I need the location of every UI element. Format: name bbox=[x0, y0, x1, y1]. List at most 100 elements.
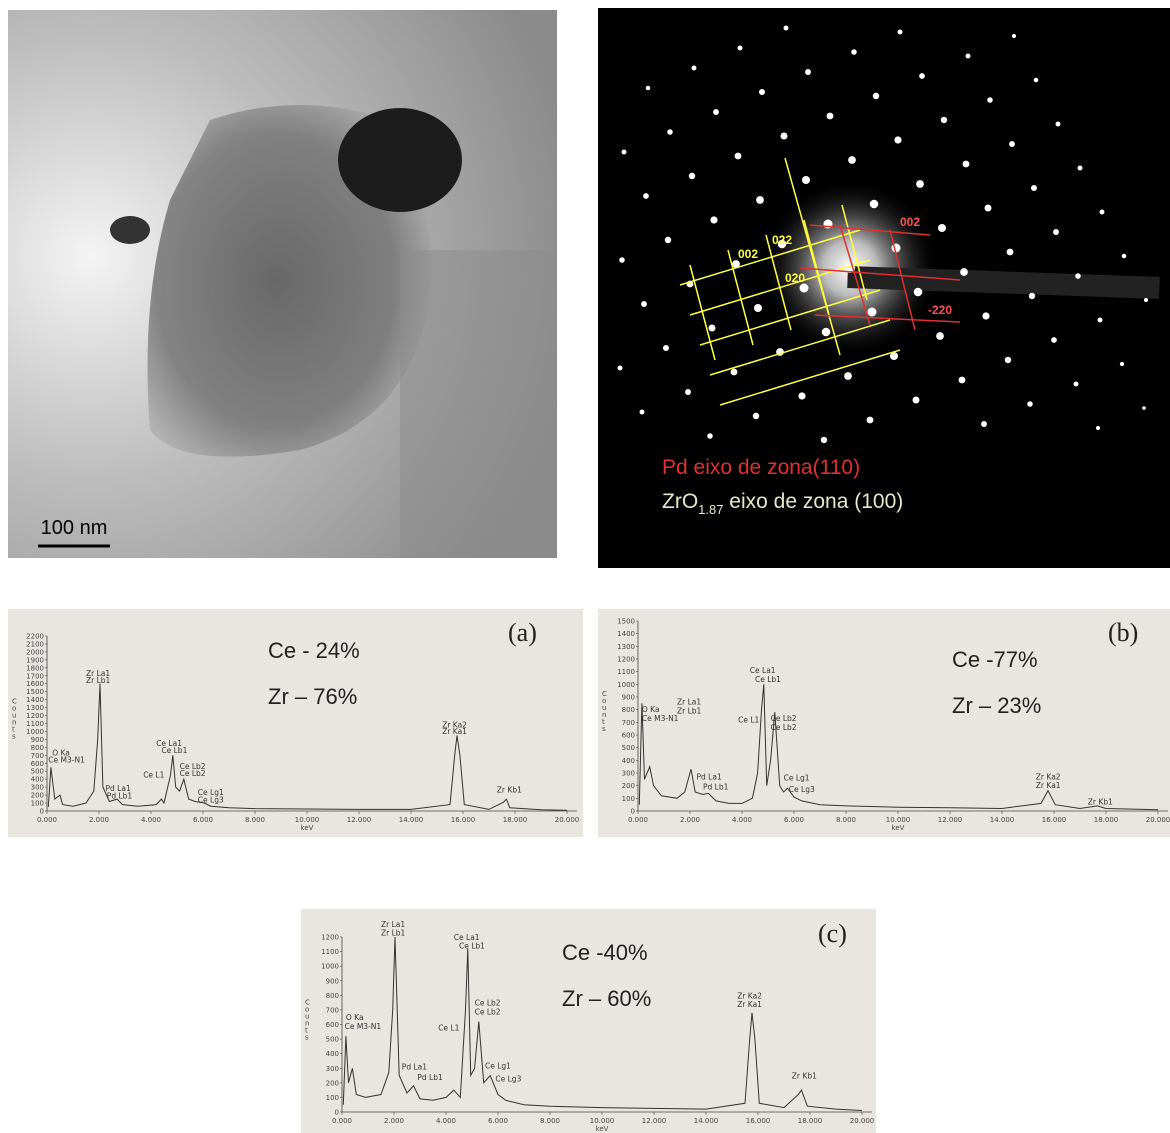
diffraction-spot bbox=[1053, 229, 1059, 235]
x-tick-label: 10.000 bbox=[590, 1117, 615, 1125]
y-tick-label: 300 bbox=[326, 1065, 339, 1073]
x-tick-label: 8.000 bbox=[836, 816, 856, 824]
x-tick-label: 18.000 bbox=[798, 1117, 823, 1125]
peak-label: Zr Ka1 bbox=[737, 1000, 762, 1009]
lattice-line bbox=[784, 157, 841, 356]
x-tick-label: 12.000 bbox=[938, 816, 963, 824]
diffraction-spot bbox=[737, 45, 743, 51]
y-tick-label: 0 bbox=[40, 808, 44, 816]
lattice-line bbox=[699, 289, 881, 346]
y-tick-label: 800 bbox=[326, 992, 339, 1000]
x-axis-label: keV bbox=[892, 824, 905, 832]
peak-label: Zr Ka2 bbox=[737, 991, 762, 1000]
spectrum-chart: 0100200300400500600700800900100011001200… bbox=[8, 609, 583, 837]
y-tick-label: 400 bbox=[622, 757, 635, 765]
chart-background bbox=[8, 609, 583, 837]
peak-label: Zr Ka2 bbox=[442, 720, 467, 729]
peak-label: Ce Lg3 bbox=[789, 785, 815, 794]
y-tick-label: 1700 bbox=[26, 672, 44, 680]
y-tick-label: 1800 bbox=[26, 664, 44, 672]
legend-pd: Pd eixo de zona(110) bbox=[662, 456, 860, 479]
x-tick-label: 8.000 bbox=[245, 816, 265, 824]
diffraction-spot bbox=[981, 421, 987, 427]
x-tick-label: 14.000 bbox=[399, 816, 424, 824]
diffraction-spot bbox=[982, 312, 990, 320]
y-tick-label: 1500 bbox=[617, 618, 635, 626]
diffraction-spot bbox=[685, 389, 691, 395]
y-tick-label: 2100 bbox=[26, 640, 44, 648]
y-tick-label: 2200 bbox=[26, 633, 44, 641]
diffraction-spot bbox=[713, 109, 719, 115]
lattice-line bbox=[799, 267, 961, 281]
legend-zr-text: ZrO bbox=[662, 490, 698, 513]
peak-label: Zr Lb1 bbox=[381, 929, 406, 938]
x-tick-label: 18.000 bbox=[503, 816, 528, 824]
peak-label: Zr La1 bbox=[86, 669, 110, 678]
x-tick-label: 16.000 bbox=[746, 1117, 771, 1125]
diffraction-spot bbox=[667, 129, 673, 135]
peak-label: Ce Lb2 bbox=[180, 769, 206, 778]
peak-label: Ce Lg3 bbox=[198, 795, 224, 804]
y-tick-label: 100 bbox=[326, 1094, 339, 1102]
diffraction-spot bbox=[664, 236, 672, 244]
peak-label: Ce Lb1 bbox=[755, 675, 781, 684]
x-tick-label: 20.000 bbox=[1146, 816, 1170, 824]
x-tick-label: 0.000 bbox=[37, 816, 57, 824]
x-tick-label: 8.000 bbox=[540, 1117, 560, 1125]
diffraction-spot bbox=[821, 327, 831, 337]
y-tick-label: 200 bbox=[622, 782, 635, 790]
diffraction-spot bbox=[619, 257, 625, 263]
diffraction-spot bbox=[734, 152, 742, 160]
diffraction-spot bbox=[1055, 121, 1061, 127]
diffraction-spot bbox=[756, 196, 764, 204]
tem-image: 100 nm bbox=[8, 10, 557, 558]
diffraction-spot bbox=[754, 304, 762, 312]
diffraction-spot bbox=[663, 345, 669, 351]
diffraction-spot bbox=[1027, 401, 1033, 407]
y-tick-label: 1100 bbox=[321, 948, 339, 956]
y-tick-label: 300 bbox=[622, 770, 635, 778]
diffraction-spot bbox=[645, 85, 651, 91]
peak-label: Ce M3-N1 bbox=[48, 755, 85, 764]
x-axis-label: keV bbox=[301, 824, 314, 832]
y-tick-label: 1200 bbox=[321, 934, 339, 942]
y-tick-label: 1000 bbox=[321, 963, 339, 971]
lattice-line bbox=[841, 204, 868, 301]
y-tick-label: 500 bbox=[31, 768, 44, 776]
x-tick-label: 2.000 bbox=[384, 1117, 404, 1125]
y-tick-label: 1600 bbox=[26, 680, 44, 688]
y-tick-label: 300 bbox=[31, 784, 44, 792]
y-tick-label: 1300 bbox=[26, 704, 44, 712]
x-tick-label: 20.000 bbox=[555, 816, 580, 824]
diffraction-spot bbox=[938, 224, 946, 232]
legend-zr-sub: 1.87 bbox=[698, 502, 723, 517]
diffraction-spot bbox=[844, 372, 852, 380]
composition: Ce -40% bbox=[562, 940, 648, 965]
y-tick-label: 1300 bbox=[617, 643, 635, 651]
y-tick-label: 900 bbox=[622, 694, 635, 702]
y-tick-label: 200 bbox=[31, 792, 44, 800]
diffraction-spot bbox=[1143, 297, 1149, 303]
diffraction-spot bbox=[759, 89, 765, 95]
diffraction-spot bbox=[1031, 185, 1037, 191]
diffraction-spot bbox=[936, 332, 944, 340]
peak-label: Zr Ka2 bbox=[1036, 772, 1061, 781]
y-tick-label: 1400 bbox=[26, 696, 44, 704]
diffraction-spot bbox=[869, 199, 879, 209]
diffraction-spot bbox=[802, 176, 810, 184]
y-tick-label: 800 bbox=[622, 706, 635, 714]
peak-label: Ce Lb2 bbox=[475, 999, 501, 1008]
y-tick-label: 400 bbox=[326, 1050, 339, 1058]
peak-label: Ce L1 bbox=[438, 1023, 459, 1032]
spectrum-chart: 0100200300400500600700800900100011001200… bbox=[301, 909, 876, 1133]
y-tick-label: 1000 bbox=[26, 728, 44, 736]
y-tick-label: 1200 bbox=[617, 656, 635, 664]
diffraction-spot bbox=[799, 283, 809, 293]
peak-label: Zr La1 bbox=[677, 698, 701, 707]
diffraction-image: 002 022 020 002 -220 Pd eixo de zona(110) ZrO… bbox=[598, 8, 1170, 568]
peak-label: Ce Lb2 bbox=[180, 762, 206, 771]
peak-label: Ce Lb2 bbox=[771, 723, 797, 732]
